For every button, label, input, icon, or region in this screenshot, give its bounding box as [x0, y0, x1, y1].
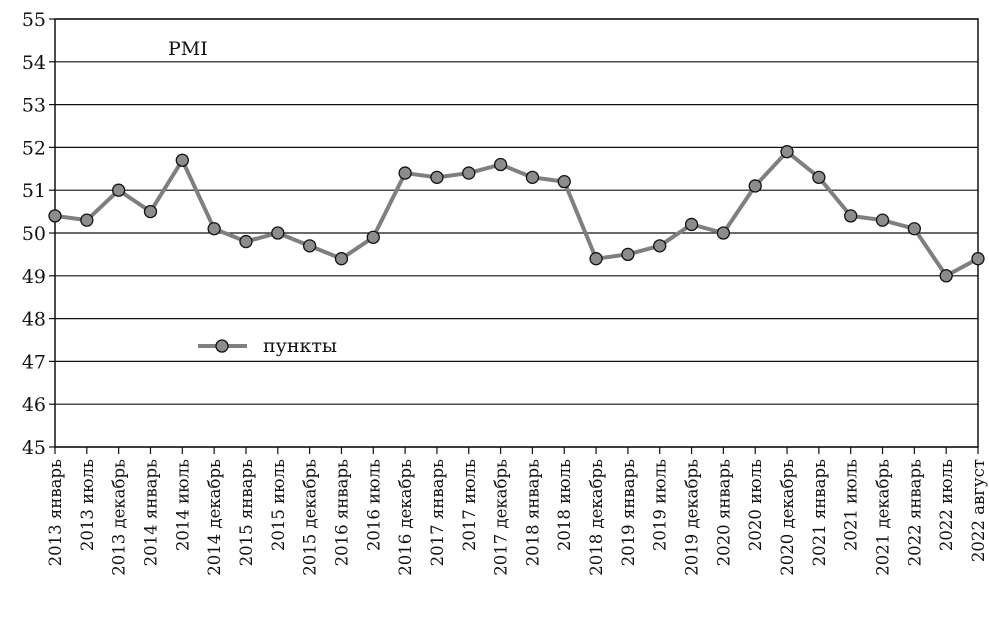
x-tick-label: 2021 декабрь: [874, 459, 893, 576]
legend-marker: [216, 340, 228, 352]
x-tick-label: 2014 июль: [173, 459, 192, 551]
data-point: [208, 223, 220, 235]
y-tick-label: 47: [22, 351, 46, 373]
data-point: [367, 231, 379, 243]
data-point: [495, 159, 507, 171]
x-tick-label: 2015 декабрь: [301, 459, 320, 576]
data-point: [908, 223, 920, 235]
data-point: [113, 184, 125, 196]
x-tick-label: 2018 декабрь: [587, 459, 606, 576]
data-point: [272, 227, 284, 239]
x-tick-label: 2020 декабрь: [778, 459, 797, 576]
y-tick-label: 51: [22, 180, 46, 202]
y-tick-label: 55: [22, 9, 46, 31]
x-tick-label: 2020 июль: [746, 459, 765, 551]
x-tick-label: 2017 июль: [460, 459, 479, 551]
data-point: [176, 154, 188, 166]
y-tick-label: 49: [22, 266, 46, 288]
x-tick-label: 2016 январь: [332, 459, 351, 566]
y-tick-label: 45: [22, 437, 46, 459]
x-tick-label: 2016 июль: [364, 459, 383, 551]
data-point: [940, 270, 952, 282]
data-point: [335, 253, 347, 265]
data-point: [717, 227, 729, 239]
data-point: [49, 210, 61, 222]
x-tick-label: 2014 январь: [141, 459, 160, 566]
y-tick-label: 50: [22, 223, 46, 245]
data-point: [622, 248, 634, 260]
x-tick-label: 2020 январь: [714, 459, 733, 566]
x-tick-label: 2018 июль: [555, 459, 574, 551]
x-tick-label: 2014 декабрь: [205, 459, 224, 576]
data-point: [558, 176, 570, 188]
x-tick-label: 2022 январь: [905, 459, 924, 566]
data-point: [526, 171, 538, 183]
x-tick-label: 2019 январь: [619, 459, 638, 566]
y-tick-label: 48: [22, 309, 46, 331]
x-tick-label: 2017 январь: [428, 459, 447, 566]
data-point: [813, 171, 825, 183]
y-tick-label: 54: [22, 52, 46, 74]
x-tick-label: 2021 январь: [810, 459, 829, 566]
y-tick-label: 46: [22, 394, 46, 416]
x-tick-label: 2022 июль: [937, 459, 956, 551]
x-tick-label: 2019 июль: [651, 459, 670, 551]
data-point: [431, 171, 443, 183]
x-tick-label: 2021 июль: [842, 459, 861, 551]
y-axis-ticks: 45 46 47 48 49 50 51 52 53 54 55: [22, 9, 55, 459]
data-point: [240, 236, 252, 248]
data-point: [144, 206, 156, 218]
x-tick-label: 2022 август: [969, 459, 988, 562]
data-point: [654, 240, 666, 252]
data-point: [877, 214, 889, 226]
y-tick-label: 53: [22, 95, 46, 117]
data-point: [463, 167, 475, 179]
data-point: [304, 240, 316, 252]
data-point: [972, 253, 984, 265]
data-point: [781, 146, 793, 158]
data-point: [590, 253, 602, 265]
data-point: [686, 218, 698, 230]
x-tick-label: 2013 январь: [46, 459, 65, 566]
data-point: [749, 180, 761, 192]
x-tick-label: 2017 декабрь: [492, 459, 511, 576]
data-point: [399, 167, 411, 179]
series-line: [55, 152, 978, 276]
x-tick-label: 2019 декабрь: [683, 459, 702, 576]
x-tick-label: 2015 июль: [269, 459, 288, 551]
series-group: [49, 146, 984, 282]
y-tick-label: 52: [22, 137, 46, 159]
x-tick-label: 2013 декабрь: [110, 459, 129, 576]
x-axis-ticks: 2013 январь 2013 июль 2013 декабрь 2014 янв…: [46, 447, 988, 576]
x-tick-label: 2015 январь: [237, 459, 256, 566]
legend: пункты: [198, 335, 337, 357]
data-point: [81, 214, 93, 226]
grid-lines: [55, 19, 978, 447]
x-tick-label: 2018 январь: [523, 459, 542, 566]
chart-annotation: PMI: [168, 38, 208, 60]
x-tick-label: 2013 июль: [78, 459, 97, 551]
data-point: [845, 210, 857, 222]
legend-label: пункты: [263, 335, 337, 357]
x-tick-label: 2016 декабрь: [396, 459, 415, 576]
